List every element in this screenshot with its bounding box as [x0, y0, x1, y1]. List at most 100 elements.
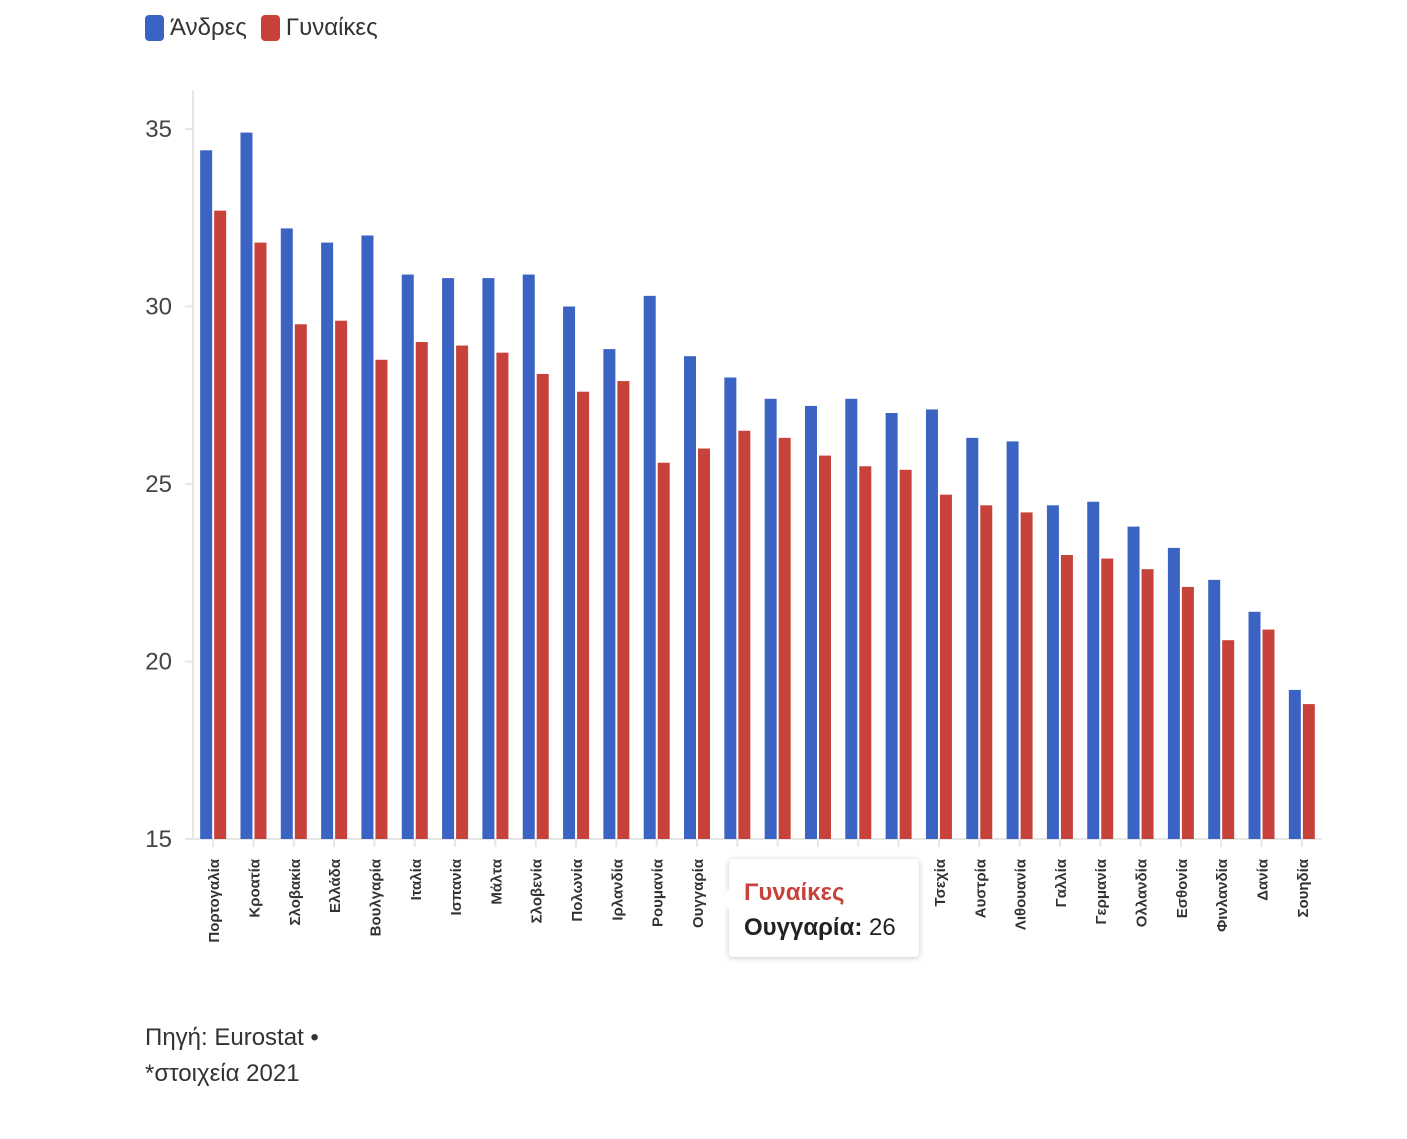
tooltip-value: 26: [869, 914, 896, 941]
x-tick-label: Πολωνία: [569, 858, 586, 921]
bar-women: [1060, 555, 1073, 839]
bar-men: [563, 306, 576, 839]
bar-women: [698, 448, 711, 839]
x-tick-label: Γαλλία: [1053, 858, 1070, 907]
x-tick-label: Ισπανία: [448, 858, 465, 915]
x-tick-label: Ουγγαρία: [690, 858, 707, 928]
bar-men: [522, 274, 535, 839]
x-tick-label: Λιθουανία: [1013, 858, 1030, 930]
x-tick-label: Γερμανία: [1093, 858, 1110, 924]
bar-women: [617, 381, 630, 839]
y-tick-label: 35: [145, 116, 172, 143]
legend: Άνδρες Γυναίκες: [145, 14, 378, 42]
tooltip-title: Γυναίκες: [744, 879, 845, 906]
bar-men: [401, 274, 414, 839]
bar-men: [1046, 505, 1059, 839]
bar-men: [1248, 611, 1261, 839]
bar-men: [724, 377, 737, 839]
bar-women: [939, 494, 952, 839]
bar-women: [1262, 629, 1275, 839]
legend-swatch-women: [260, 15, 280, 41]
source-line-2: *στοιχεία 2021: [145, 1060, 300, 1087]
x-tick-label: Ιταλία: [408, 858, 425, 900]
bar-men: [643, 295, 656, 840]
bar-women: [415, 342, 428, 839]
y-tick-label: 25: [145, 471, 172, 498]
bar-men: [1208, 579, 1221, 839]
y-tick-label: 30: [145, 294, 172, 321]
bar-men: [1087, 501, 1100, 839]
bar-women: [294, 324, 307, 839]
x-tick-label: Βουλγαρία: [367, 858, 384, 936]
source-note: Πηγή: Eurostat • *στοιχεία 2021: [145, 1020, 319, 1092]
bar-women: [254, 242, 267, 840]
legend-item-men[interactable]: Άνδρες: [145, 14, 247, 42]
bar-women: [1181, 586, 1194, 839]
bar-men: [280, 228, 293, 839]
tooltip-label: Ουγγαρία:: [744, 914, 863, 941]
bar-women: [577, 391, 590, 839]
bar-women: [899, 469, 912, 839]
y-tick-label: 20: [145, 649, 172, 676]
bar-women: [375, 359, 388, 839]
bar-chart: 15 20 25 30 35 Πορτογαλία Κροατία Σλοβακία Ελλάδ…: [145, 90, 1322, 943]
bar-men: [804, 405, 817, 839]
bar-men: [200, 150, 213, 840]
bar-men: [603, 349, 616, 839]
x-tick-label: Αυστρία: [972, 858, 989, 918]
bar-women: [1222, 640, 1235, 839]
bar-men: [845, 398, 858, 839]
bar-men: [1127, 526, 1140, 839]
bar-men: [240, 132, 253, 840]
bar-women: [1141, 569, 1154, 839]
bar-women: [1101, 558, 1114, 839]
bar-women: [738, 430, 751, 839]
x-tick-label: Εσθονία: [1174, 858, 1191, 918]
bar-men: [321, 242, 334, 840]
legend-label-men: Άνδρες: [170, 14, 247, 41]
bar-women: [778, 437, 791, 839]
x-tick-label: Σουηδία: [1295, 858, 1312, 917]
tooltip-arrow: [719, 889, 729, 909]
legend-swatch-men: [145, 15, 164, 41]
bar-men: [885, 413, 898, 839]
bar-women: [1302, 704, 1315, 839]
bar-women: [818, 455, 831, 839]
bar-women: [536, 373, 549, 839]
bar-women: [657, 462, 670, 839]
x-tick-label: Σλοβενία: [529, 858, 546, 923]
y-tick-label: 15: [145, 826, 172, 853]
tooltip: Γυναίκες Ουγγαρία: 26: [719, 859, 919, 957]
bar-men: [442, 278, 455, 840]
bar-men: [1288, 689, 1301, 839]
x-tick-label: Πορτογαλία: [206, 858, 223, 942]
x-tick-label: Δανία: [1255, 858, 1272, 901]
x-tick-label: Ελλάδα: [327, 858, 344, 913]
bar-women: [496, 352, 509, 839]
x-tick-label: Ρουμανία: [650, 858, 667, 927]
bar-women: [1020, 512, 1033, 839]
bar-men: [684, 356, 697, 839]
legend-item-women[interactable]: Γυναίκες: [260, 14, 378, 42]
bar-men: [764, 398, 777, 839]
bar-men: [1006, 441, 1019, 839]
bar-men: [361, 235, 374, 839]
bar-women: [335, 320, 348, 839]
bar-men: [966, 437, 979, 839]
tooltip-body: Ουγγαρία: 26: [744, 914, 896, 942]
bar-women: [980, 505, 993, 839]
bar-women: [456, 345, 469, 839]
legend-label-women: Γυναίκες: [285, 14, 378, 41]
bar-men: [482, 278, 495, 840]
bar-women: [859, 466, 872, 839]
x-tick-label: Τσεχία: [932, 858, 949, 906]
bar-men: [925, 409, 938, 839]
x-tick-label: Μάλτα: [488, 858, 505, 904]
bar-men: [1167, 547, 1180, 839]
x-tick-label: Ολλανδία: [1134, 858, 1151, 927]
x-tick-label: Σλοβακία: [287, 858, 304, 925]
bar-women: [214, 210, 227, 839]
x-tick-label: Φινλανδία: [1214, 858, 1231, 932]
source-line-1: Πηγή: Eurostat •: [145, 1024, 319, 1051]
x-tick-label: Ιρλανδία: [609, 858, 626, 920]
